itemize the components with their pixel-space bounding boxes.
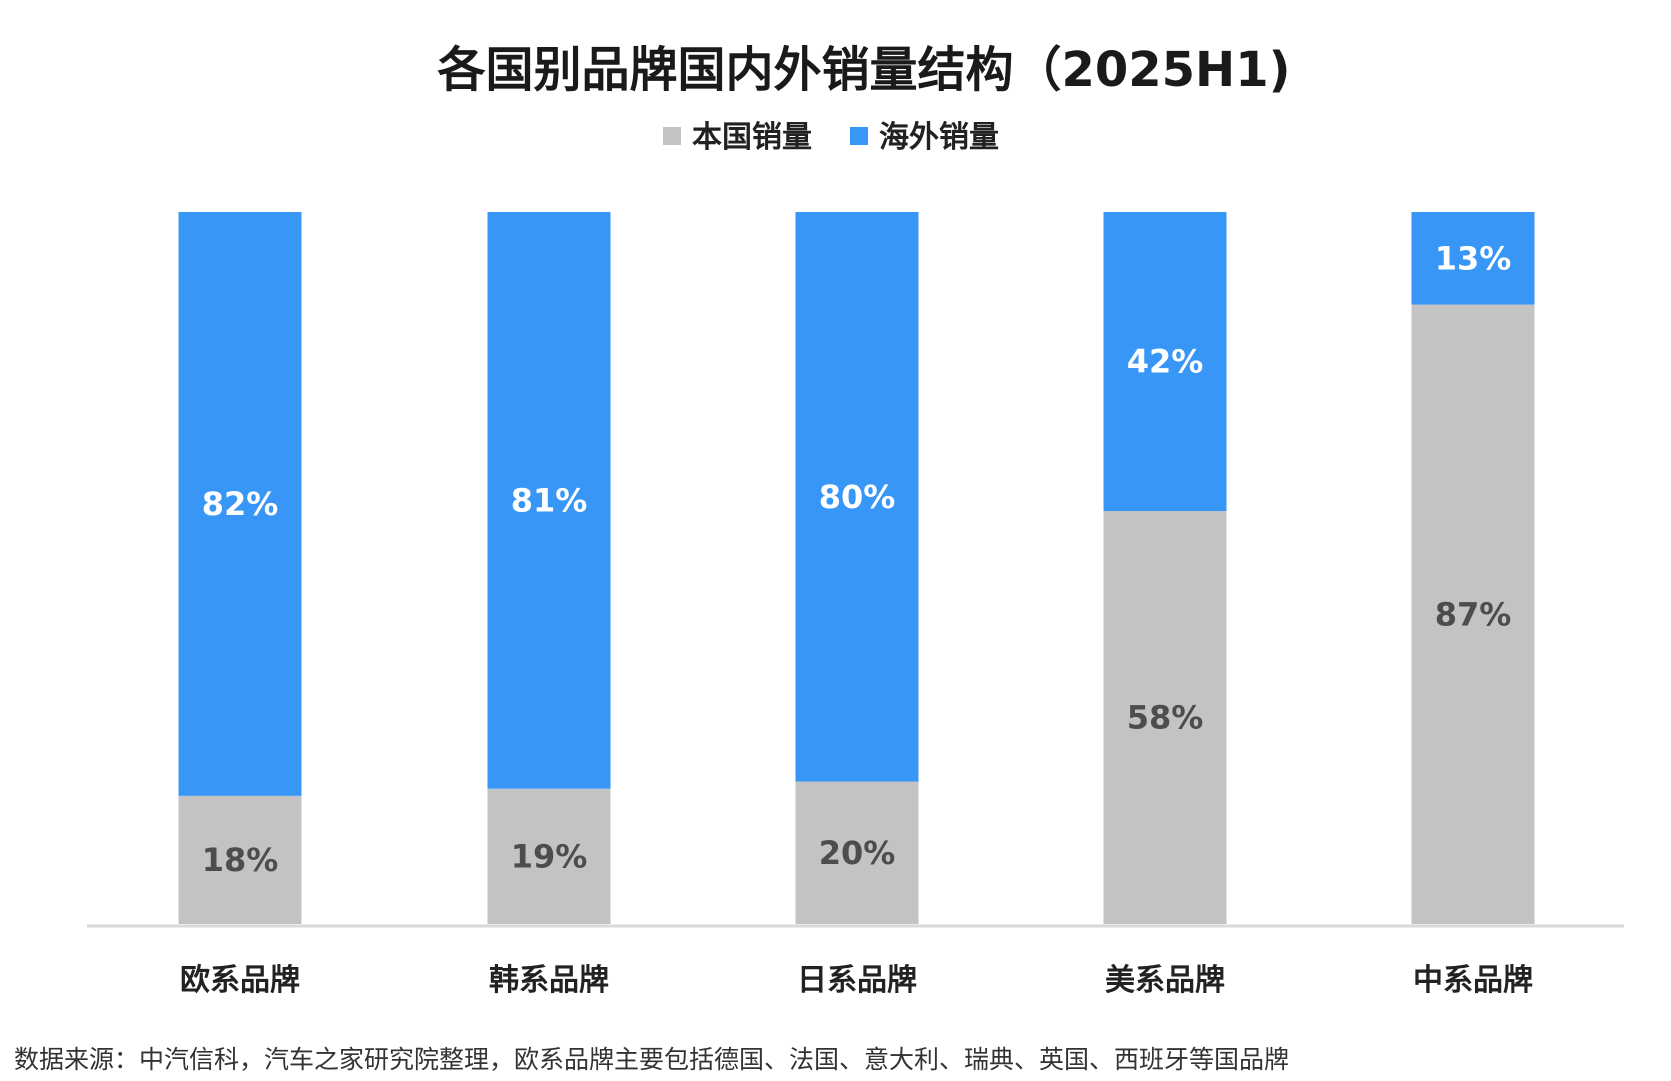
legend-label-overseas: 海外销量 — [879, 120, 999, 155]
bar-domestic-5 — [1411, 304, 1535, 924]
data-label-overseas-5: 13% — [1435, 239, 1512, 277]
data-label-overseas-2: 81% — [511, 481, 588, 519]
category-label-1: 欧系品牌 — [180, 963, 300, 998]
data-label-domestic-4: 58% — [1127, 699, 1204, 737]
data-label-domestic-1: 18% — [202, 841, 279, 879]
source-note: 数据来源：中汽信科，汽车之家研究院整理，欧系品牌主要包括德国、法国、意大利、瑞典… — [14, 1045, 1290, 1074]
bar-domestic-3 — [795, 781, 919, 924]
data-label-overseas-1: 82% — [202, 485, 279, 523]
data-label-overseas-4: 42% — [1127, 343, 1204, 381]
chart-title: 各国别品牌国内外销量结构（2025H1) — [437, 42, 1290, 98]
category-label-4: 美系品牌 — [1105, 963, 1225, 998]
bars-group: 18% 82% 19% 81% 20% 80% 58% 42% 87% 13% — [178, 212, 1535, 924]
legend-label-domestic: 本国销量 — [692, 120, 812, 155]
bar-overseas-1 — [178, 212, 302, 796]
legend-swatch-overseas — [850, 127, 868, 145]
category-label-2: 韩系品牌 — [489, 963, 609, 998]
category-label-5: 中系品牌 — [1413, 963, 1533, 998]
data-label-overseas-3: 80% — [819, 478, 896, 516]
bar-domestic-2 — [487, 788, 611, 924]
bar-domestic-4 — [1103, 511, 1227, 924]
category-label-3: 日系品牌 — [797, 963, 917, 998]
bar-overseas-5 — [1411, 212, 1535, 305]
bar-domestic-1 — [178, 795, 302, 924]
category-labels: 欧系品牌 韩系品牌 日系品牌 美系品牌 中系品牌 — [180, 963, 1533, 998]
data-label-domestic-5: 87% — [1435, 595, 1512, 633]
data-label-domestic-3: 20% — [819, 834, 896, 872]
bar-overseas-2 — [487, 212, 611, 789]
bar-overseas-3 — [795, 212, 919, 782]
legend: 本国销量 海外销量 — [663, 120, 999, 155]
legend-swatch-domestic — [663, 127, 681, 145]
data-label-domestic-2: 19% — [511, 837, 588, 875]
bar-overseas-4 — [1103, 212, 1227, 512]
